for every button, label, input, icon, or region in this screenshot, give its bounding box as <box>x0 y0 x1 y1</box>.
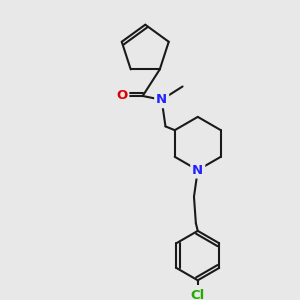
Text: Cl: Cl <box>190 289 205 300</box>
Text: N: N <box>192 164 203 177</box>
Text: O: O <box>116 89 128 103</box>
Text: N: N <box>156 93 167 106</box>
